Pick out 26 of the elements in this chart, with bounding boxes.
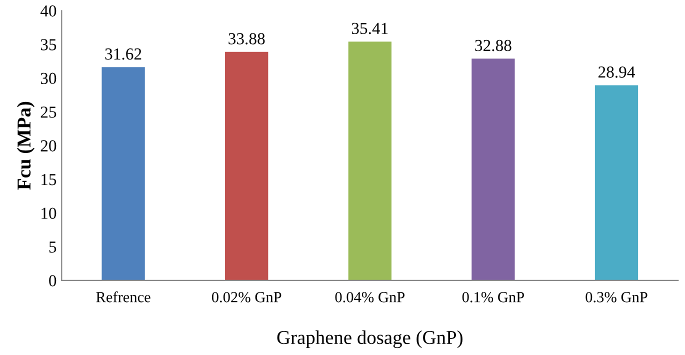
y-axis-title: Fcu (MPa) [16, 102, 35, 190]
data-label: 32.88 [475, 40, 512, 52]
bar [594, 85, 638, 280]
bar [472, 58, 515, 280]
y-tick-label: 5 [49, 242, 56, 253]
data-label: 28.94 [598, 66, 635, 78]
y-tick-label: 20 [40, 140, 56, 152]
data-label: 35.41 [352, 22, 388, 34]
bar [102, 67, 145, 280]
x-tick-label: 0.04% GnP [335, 292, 405, 302]
data-label: 31.62 [105, 48, 142, 60]
bar [225, 52, 268, 280]
x-axis-title: Graphene dosage (GnP) [277, 330, 462, 348]
y-tick-label: 15 [42, 174, 56, 186]
y-tick-label: 40 [40, 5, 56, 17]
x-tick-label: 0.3% GnP [586, 292, 648, 302]
y-tick-label: 30 [40, 72, 56, 84]
x-tick-label: 0.02% GnP [212, 292, 282, 302]
y-tick-label: 35 [40, 39, 56, 50]
bar [348, 42, 392, 280]
y-tick-label: 0 [49, 275, 56, 286]
y-tick-label: 25 [40, 106, 56, 118]
x-tick-label: 0.1% GnP [462, 292, 524, 302]
y-tick-label: 10 [42, 208, 56, 219]
x-tick-label: Refrence [96, 291, 150, 302]
data-label: 33.88 [228, 33, 265, 44]
